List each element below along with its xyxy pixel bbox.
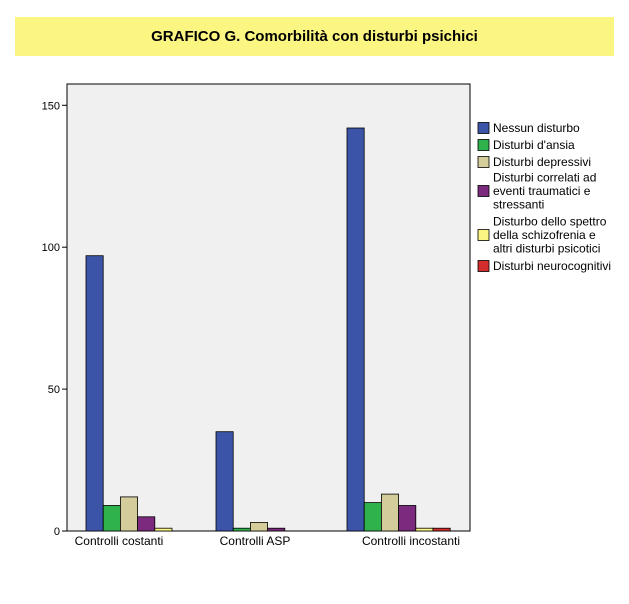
bar [249, 522, 268, 532]
legend-label: stressanti [493, 198, 544, 212]
bar [432, 527, 451, 532]
y-tick-label: 150 [42, 100, 60, 112]
bar [363, 502, 382, 532]
bar [137, 516, 156, 532]
bar [102, 505, 121, 532]
legend-label: Disturbi depressivi [493, 155, 591, 169]
legend-swatch [477, 229, 490, 241]
y-tick-label: 100 [42, 242, 60, 254]
bar [154, 527, 173, 532]
bar [215, 431, 234, 532]
legend-swatch [477, 260, 490, 272]
legend-label: altri disturbi psicotici [493, 242, 600, 256]
y-tick-label: 50 [48, 384, 60, 396]
legend-label: eventi traumatici e [493, 184, 591, 198]
legend-swatch [477, 156, 490, 168]
chart-title-bar: GRAFICO G. Comorbilità con disturbi psic… [15, 17, 614, 56]
y-axis: 0 50 100 150 [42, 100, 67, 538]
x-axis: Controlli costanti Controlli ASP Controlli… [75, 534, 460, 548]
plot-area [66, 83, 471, 532]
x-category-label: Controlli ASP [220, 534, 291, 548]
bar [415, 527, 434, 532]
x-category-label: Controlli incostanti [362, 534, 460, 548]
bar [85, 255, 104, 532]
legend-label: Disturbi correlati ad [493, 171, 596, 185]
bars-group [85, 127, 451, 532]
bar [346, 127, 365, 532]
chart-title: GRAFICO G. Comorbilità con disturbi psic… [151, 28, 478, 45]
legend-label: della schizofrenia e [493, 228, 596, 242]
legend-label: Disturbi neurocognitivi [493, 259, 611, 273]
bar [398, 505, 417, 532]
bar [232, 527, 251, 532]
bar [267, 527, 286, 532]
legend-label: Disturbi d'ansia [493, 138, 575, 152]
legend-swatch [477, 122, 490, 134]
legend-swatch [477, 185, 490, 197]
legend-swatch [477, 139, 490, 151]
y-tick-label: 0 [54, 526, 60, 538]
legend-label: Disturbo dello spettro [493, 215, 607, 229]
bar [380, 493, 399, 532]
legend: Nessun disturbo Disturbi d'ansia Disturbi … [477, 121, 611, 273]
x-category-label: Controlli costanti [75, 534, 164, 548]
bar [120, 496, 139, 532]
legend-label: Nessun disturbo [493, 121, 580, 135]
